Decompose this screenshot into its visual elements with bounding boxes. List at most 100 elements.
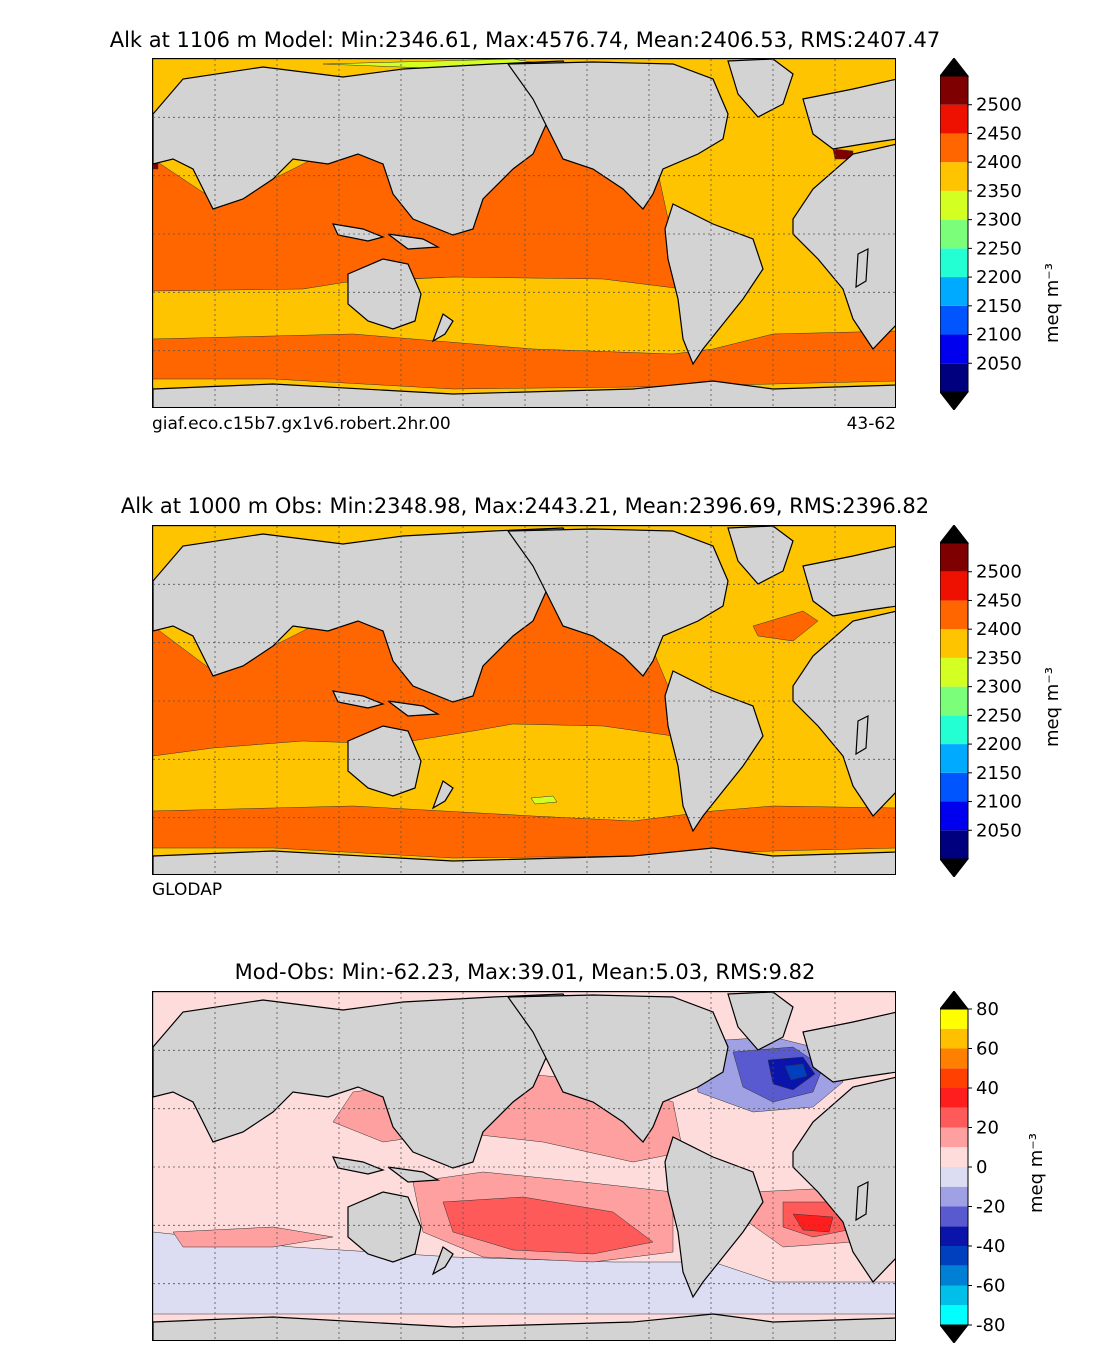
land-masses bbox=[153, 526, 895, 874]
colorbar-swatch bbox=[940, 571, 968, 601]
colorbar-tick-label: 20 bbox=[976, 1118, 999, 1139]
land-australia bbox=[347, 725, 422, 797]
south-atlantic-deep-red bbox=[792, 1213, 834, 1233]
colorbar-swatch bbox=[940, 248, 968, 278]
land-europe bbox=[802, 545, 895, 617]
atlantic-orange-tongue bbox=[752, 610, 819, 642]
colorbar-tick-label: 2200 bbox=[976, 734, 1022, 755]
land-namerica bbox=[506, 528, 729, 677]
colorbar-swatch bbox=[940, 801, 968, 831]
colorbar-swatch bbox=[940, 1009, 968, 1029]
colorbar-swatch bbox=[940, 76, 968, 105]
land-greenland bbox=[727, 992, 794, 1051]
land-samerica bbox=[664, 1136, 764, 1299]
colorbar-tick-label: 2050 bbox=[976, 820, 1022, 841]
colorbar-swatch bbox=[940, 1226, 968, 1246]
land-greenland bbox=[727, 526, 794, 585]
colorbar-swatch bbox=[940, 1186, 968, 1207]
colorbar-swatch bbox=[940, 277, 968, 306]
land-africa bbox=[792, 610, 895, 817]
land-australia bbox=[347, 1191, 422, 1263]
colorbar-swatch bbox=[940, 1206, 968, 1227]
diff-map bbox=[152, 991, 896, 1341]
diff-colorbar-label: meq m⁻³ bbox=[1026, 1132, 1047, 1213]
north-atlantic-blue-4 bbox=[784, 1063, 808, 1081]
colorbar-max-arrow bbox=[938, 57, 970, 77]
colorbar-swatch bbox=[940, 305, 968, 335]
colorbar-min-arrow bbox=[938, 391, 970, 411]
colorbar-tick-label: 2300 bbox=[976, 677, 1022, 698]
colorbar-tick-label: 80 bbox=[976, 999, 999, 1020]
colorbar-swatch bbox=[940, 1028, 968, 1049]
land-antarctica bbox=[153, 847, 895, 874]
colorbar-tick-label: 2200 bbox=[976, 267, 1022, 288]
colorbar-swatch bbox=[940, 1048, 968, 1069]
colorbar-tick-label: -60 bbox=[976, 1276, 1005, 1297]
colorbar-swatch bbox=[940, 543, 968, 572]
model-colorbar-label: meq m⁻³ bbox=[1042, 262, 1063, 343]
land-madagascar bbox=[855, 714, 869, 756]
land-antarctica bbox=[153, 380, 895, 407]
obs-source-label: GLODAP bbox=[152, 880, 223, 900]
colorbar-tick-label: 2350 bbox=[976, 181, 1022, 202]
land-asia bbox=[153, 993, 584, 1169]
obs-map bbox=[152, 525, 896, 875]
southern-orange-band bbox=[153, 330, 895, 390]
land-namerica bbox=[506, 994, 729, 1143]
diff-colorbar: -80 -60 -40 -20 0 20 40 60 80 meq m⁻³ bbox=[938, 990, 1060, 1344]
colorbar-swatch bbox=[940, 629, 968, 658]
land-antarctica bbox=[153, 1313, 895, 1340]
land-nz bbox=[431, 780, 454, 810]
colorbar-tick-label: 2350 bbox=[976, 648, 1022, 669]
diff-map-svg bbox=[153, 992, 895, 1340]
land-samerica bbox=[664, 203, 764, 366]
colorbar-tick-label: 60 bbox=[976, 1039, 999, 1060]
colorbar-swatch bbox=[940, 1068, 968, 1088]
land-europe bbox=[802, 78, 895, 150]
land-madagascar bbox=[855, 247, 869, 289]
model-colorbar-svg: 2050 2100 2150 2200 2250 2300 2350 2400 2450 2500 bbox=[938, 57, 1022, 411]
land-masses bbox=[153, 992, 895, 1340]
land-indonesia1 bbox=[331, 223, 385, 242]
colorbar-swatch bbox=[940, 772, 968, 802]
colorbar-swatch bbox=[940, 104, 968, 134]
colorbar-swatch bbox=[940, 219, 968, 249]
southern-orange-band bbox=[153, 805, 895, 859]
colorbar-tick-label: 2100 bbox=[976, 325, 1022, 346]
land-asia bbox=[153, 60, 584, 236]
colorbar-tick-label: 2250 bbox=[976, 238, 1022, 259]
colorbar-max-arrow bbox=[938, 524, 970, 544]
colorbar-tick-label: 2400 bbox=[976, 152, 1022, 173]
land-australia bbox=[347, 258, 422, 330]
colorbar-swatch bbox=[940, 133, 968, 163]
colorbar-swatch bbox=[940, 830, 968, 859]
colorbar-swatch bbox=[940, 686, 968, 716]
colorbar-swatch bbox=[940, 657, 968, 687]
graticule bbox=[153, 526, 895, 874]
model-title: Alk at 1106 m Model: Min:2346.61, Max:45… bbox=[109, 28, 941, 52]
colorbar-swatch bbox=[940, 1127, 968, 1148]
obs-colorbar-svg: 2050 2100 2150 2200 2250 2300 2350 2400 2450 2500 bbox=[938, 524, 1022, 878]
model-map bbox=[152, 58, 896, 408]
colorbar-swatch bbox=[940, 1246, 968, 1266]
colorbar-swatch bbox=[940, 1107, 968, 1128]
model-years-label: 43-62 bbox=[846, 414, 896, 434]
colorbar-swatch bbox=[940, 1147, 968, 1167]
obs-colorbar-label: meq m⁻³ bbox=[1042, 666, 1063, 747]
colorbar-max-arrow bbox=[938, 990, 970, 1010]
colorbar-swatch bbox=[940, 162, 968, 191]
colorbar-tick-label: 40 bbox=[976, 1078, 999, 1099]
graticule bbox=[153, 59, 895, 407]
graticule bbox=[153, 992, 895, 1340]
colorbar-tick-label: 0 bbox=[976, 1157, 987, 1178]
land-namerica bbox=[506, 61, 729, 210]
land-europe bbox=[802, 1011, 895, 1083]
colorbar-swatch bbox=[940, 1167, 968, 1187]
land-nz bbox=[431, 1246, 454, 1276]
colorbar-tick-label: 2100 bbox=[976, 792, 1022, 813]
colorbar-tick-label: 2500 bbox=[976, 562, 1022, 583]
colorbar-swatch bbox=[940, 334, 968, 364]
colorbar-swatch bbox=[940, 1285, 968, 1306]
colorbar-swatch bbox=[940, 600, 968, 630]
colorbar-swatch bbox=[940, 715, 968, 745]
